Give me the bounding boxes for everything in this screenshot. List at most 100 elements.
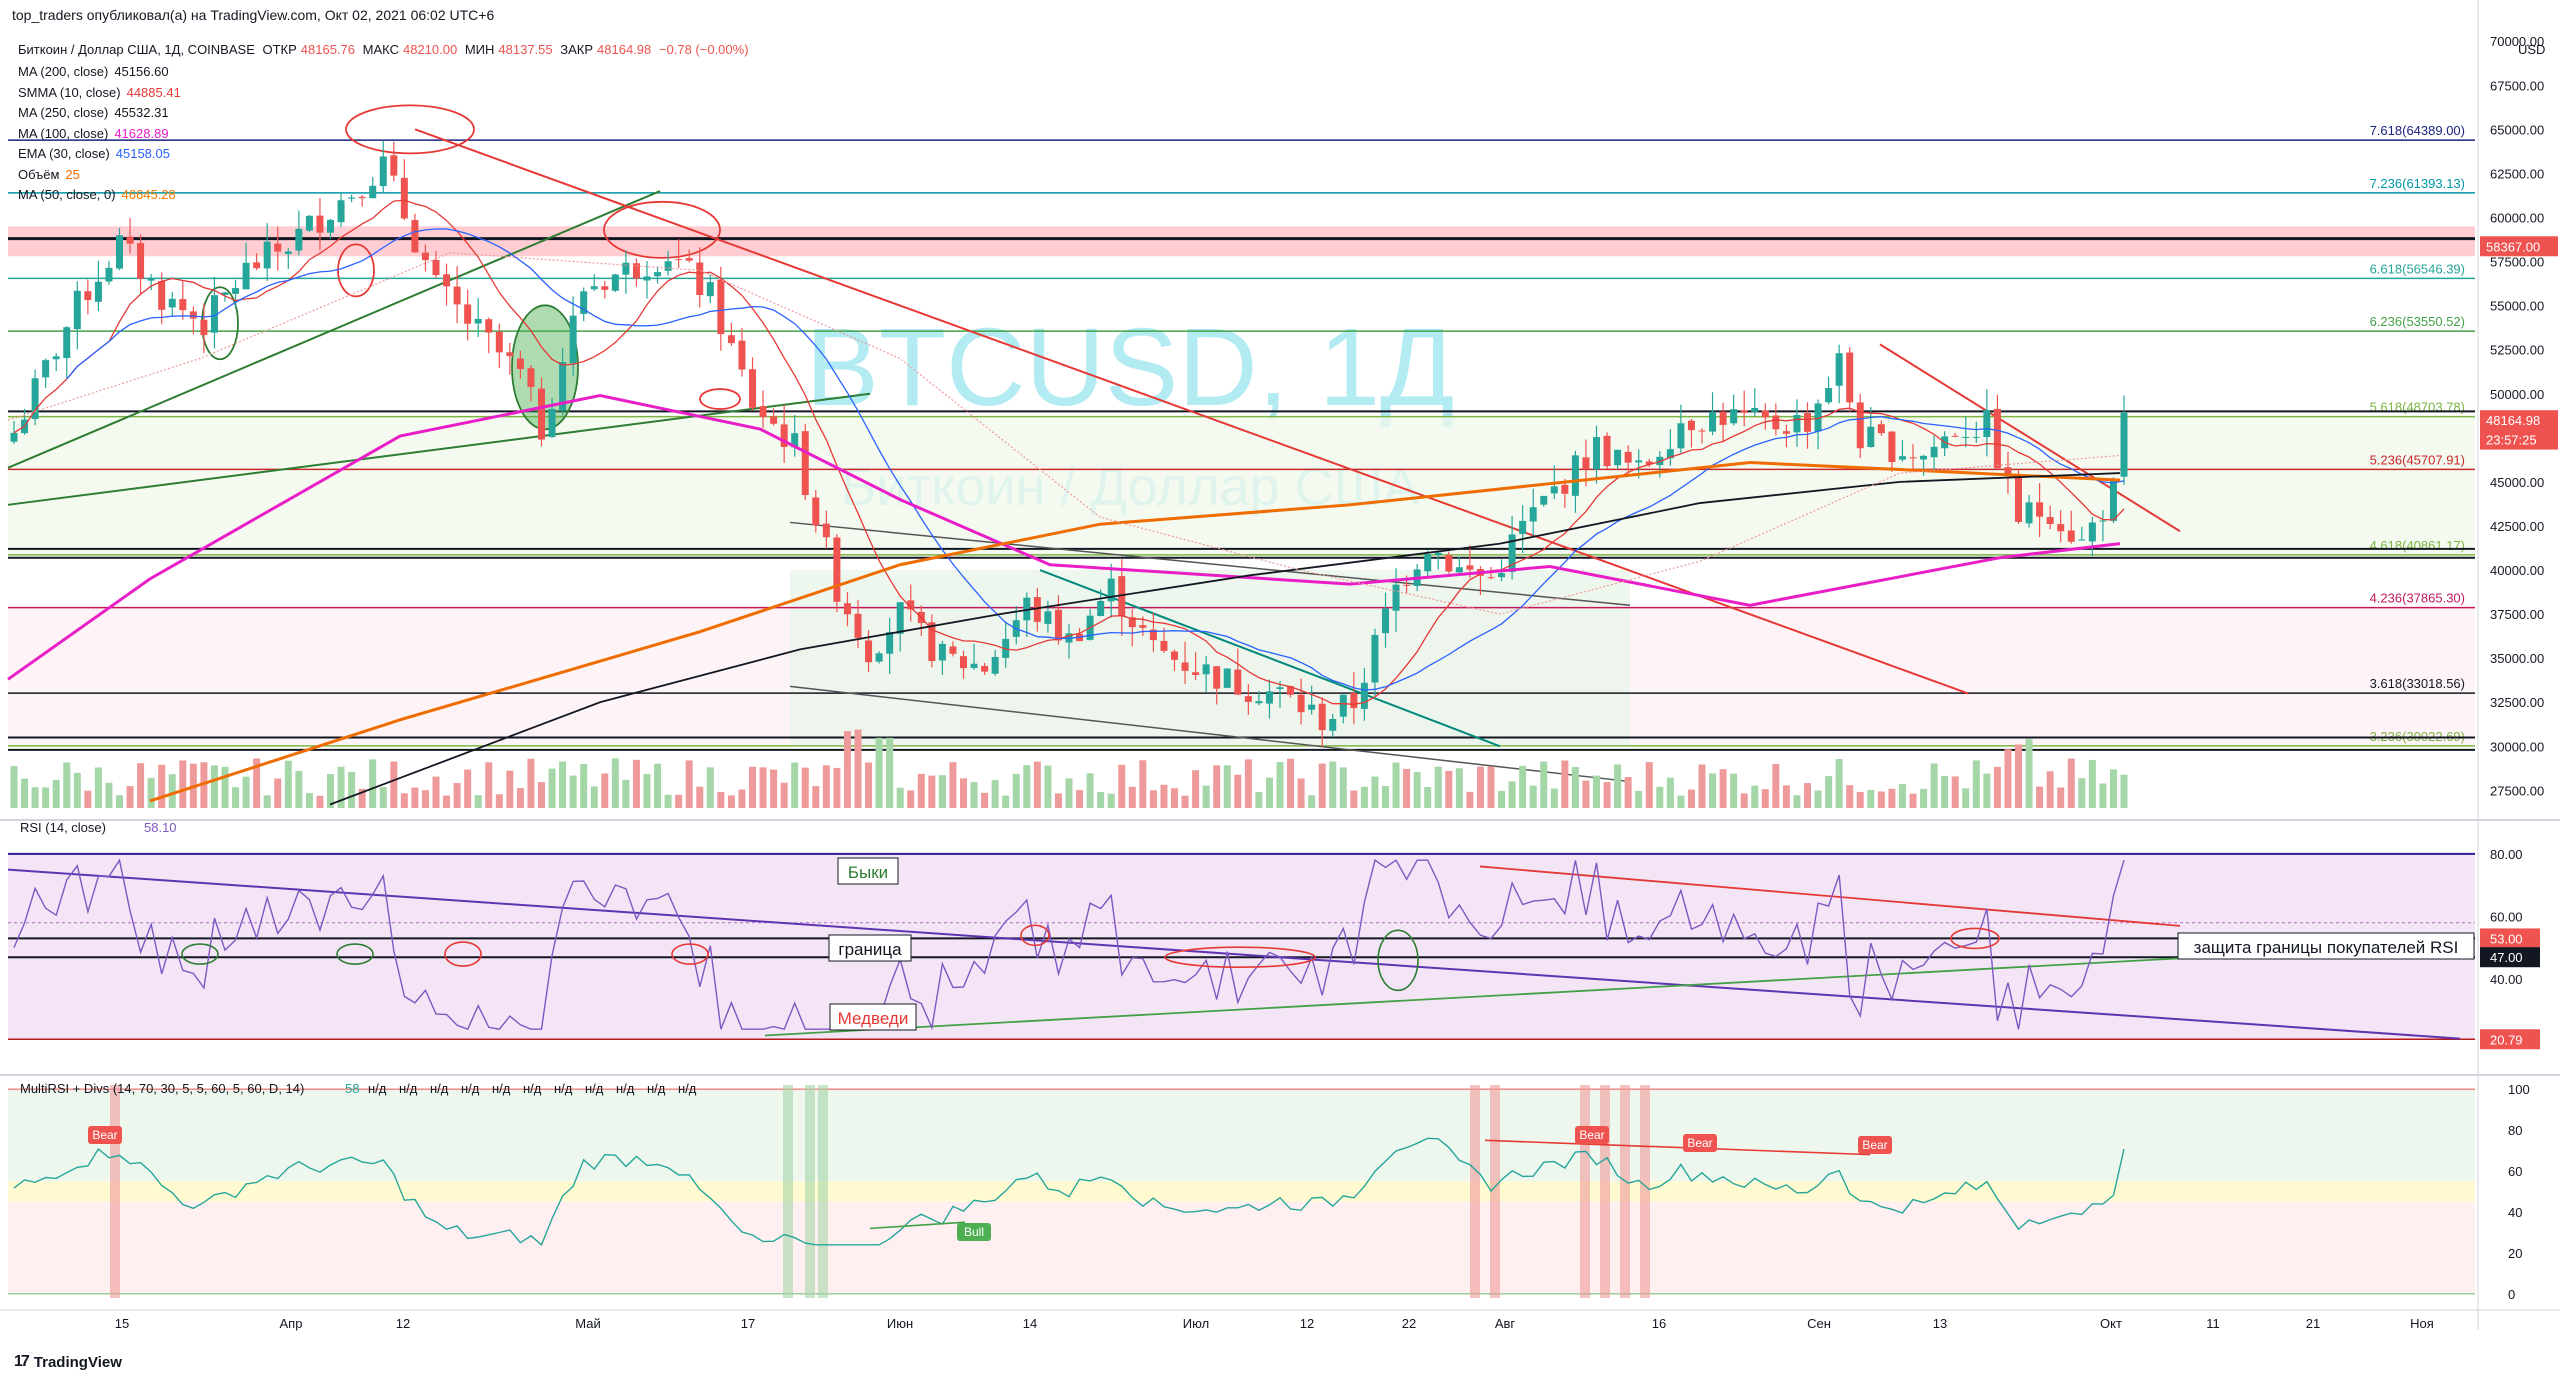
volume-bar xyxy=(348,771,356,808)
volume-bar xyxy=(1308,795,1316,808)
volume-bar xyxy=(843,731,851,808)
volume-bar xyxy=(1698,764,1706,808)
volume-bar xyxy=(2099,783,2107,808)
price-tick: 37500.00 xyxy=(2490,607,2544,622)
volume-bar xyxy=(105,782,113,808)
ema30-line xyxy=(66,228,2125,691)
candle-body xyxy=(1424,554,1432,572)
candle-body xyxy=(538,388,545,440)
volume-bar xyxy=(1002,795,1010,808)
volume-bar xyxy=(116,795,123,808)
candle-body xyxy=(759,406,767,418)
volume-bar xyxy=(991,780,999,808)
rsi-tag-label: 47.00 xyxy=(2490,950,2523,965)
volume-bar xyxy=(1202,785,1210,808)
time-tick: Июл xyxy=(1183,1316,1209,1331)
time-tick: 12 xyxy=(396,1316,410,1331)
volume-bar xyxy=(94,767,102,808)
candle-body xyxy=(1698,430,1706,432)
rsi-annotation-ellipse xyxy=(1950,927,2000,950)
volume-bar xyxy=(1223,765,1231,808)
price-tick: 57500.00 xyxy=(2490,255,2544,270)
volume-bar xyxy=(2109,769,2117,808)
volume-bar xyxy=(1054,793,1062,808)
rsi-annotation-ellipse xyxy=(444,941,482,967)
volume-bar xyxy=(358,788,366,808)
price-tick: 45000.00 xyxy=(2490,475,2544,490)
volume-bar xyxy=(717,792,725,808)
rsi-annotation-ellipse xyxy=(671,943,709,965)
candle-body xyxy=(559,362,567,411)
legend-ma50[interactable]: MA (50, close, 0) 46645.28 xyxy=(18,185,181,206)
candle-body xyxy=(770,416,778,424)
candle-body xyxy=(1877,424,1885,434)
candle-body xyxy=(1972,436,1980,438)
volume-bar xyxy=(1814,790,1822,808)
candle-body xyxy=(696,262,704,295)
legend-volume[interactable]: Объём 25 xyxy=(18,165,181,186)
candle-body xyxy=(643,276,651,281)
candle-body xyxy=(664,261,672,271)
legend-smma10[interactable]: SMMA (10, close) 44885.41 xyxy=(18,83,181,104)
candle-body xyxy=(474,318,482,324)
candle-body xyxy=(991,656,999,674)
rsi-tick: 80.00 xyxy=(2490,847,2523,862)
legend-ma100[interactable]: MA (100, close) 41628.89 xyxy=(18,124,181,145)
candle-body xyxy=(263,241,271,269)
volume-bar xyxy=(1614,764,1622,808)
legend-ma200[interactable]: MA (200, close) 45156.60 xyxy=(18,62,181,83)
signal-tag-label: Bear xyxy=(1687,1136,1712,1150)
volume-bar xyxy=(1107,793,1115,808)
volume-bar xyxy=(1804,783,1811,808)
volume-bar xyxy=(1888,788,1896,808)
volume-bar xyxy=(337,766,345,808)
trendline xyxy=(7,190,661,469)
candle-body xyxy=(580,291,588,314)
volume-bar xyxy=(390,761,398,808)
candle-body xyxy=(2109,478,2117,521)
rsi-annotation-ellipse xyxy=(1377,929,1419,992)
volume-bar xyxy=(126,786,134,808)
candle-body xyxy=(1128,617,1136,628)
volume-bar xyxy=(1561,760,1569,808)
signal-tag-label: Bear xyxy=(1579,1128,1604,1142)
candle-body xyxy=(464,304,472,324)
open-value: 48165.76 xyxy=(300,42,356,57)
candle-body xyxy=(253,262,261,269)
symbol-ohlc: Биткоин / Доллар США, 1Д, COINBASE ОТКР 4… xyxy=(18,42,753,57)
legend-ma250[interactable]: MA (250, close) 45532.31 xyxy=(18,103,181,124)
volume-bar xyxy=(485,762,493,808)
volume-bar xyxy=(970,782,978,808)
annotation-ellipse xyxy=(603,200,721,259)
candle-body xyxy=(2036,502,2044,517)
volume-bar xyxy=(10,766,18,808)
legend-smma10-label: SMMA (10, close) xyxy=(18,84,121,100)
mrsi-na-value: н/д xyxy=(461,1081,480,1096)
candle-body xyxy=(1772,415,1780,430)
volume-bar xyxy=(2120,774,2128,808)
candle-body xyxy=(685,258,693,261)
smma10-line xyxy=(13,199,2125,705)
volume-bar xyxy=(474,795,482,808)
tradingview-logo[interactable]: 17 TradingView xyxy=(14,1353,122,1371)
low-label: МИН xyxy=(464,42,495,57)
volume-bar xyxy=(1909,793,1917,808)
volume-bar xyxy=(643,773,651,808)
candle-body xyxy=(1782,431,1790,434)
volume-bar xyxy=(63,762,71,808)
volume-bar xyxy=(791,762,799,808)
candle-body xyxy=(1360,682,1368,709)
volume-bar xyxy=(147,777,155,808)
candle-body xyxy=(1740,410,1748,413)
signal-tag-label: Bear xyxy=(1862,1138,1887,1152)
candle-body xyxy=(1603,435,1611,467)
candle-body xyxy=(2025,502,2033,524)
volume-bar xyxy=(1192,770,1200,808)
volume-bar xyxy=(1350,790,1358,808)
mrsi-title: MultiRSI + Divs (14, 70, 30, 5, 5, 60, 5… xyxy=(20,1081,304,1096)
candle-body xyxy=(1804,413,1811,432)
trendline xyxy=(1039,569,1501,748)
legend-ema30[interactable]: EMA (30, close) 45158.05 xyxy=(18,144,181,165)
signal-bar xyxy=(818,1085,828,1298)
